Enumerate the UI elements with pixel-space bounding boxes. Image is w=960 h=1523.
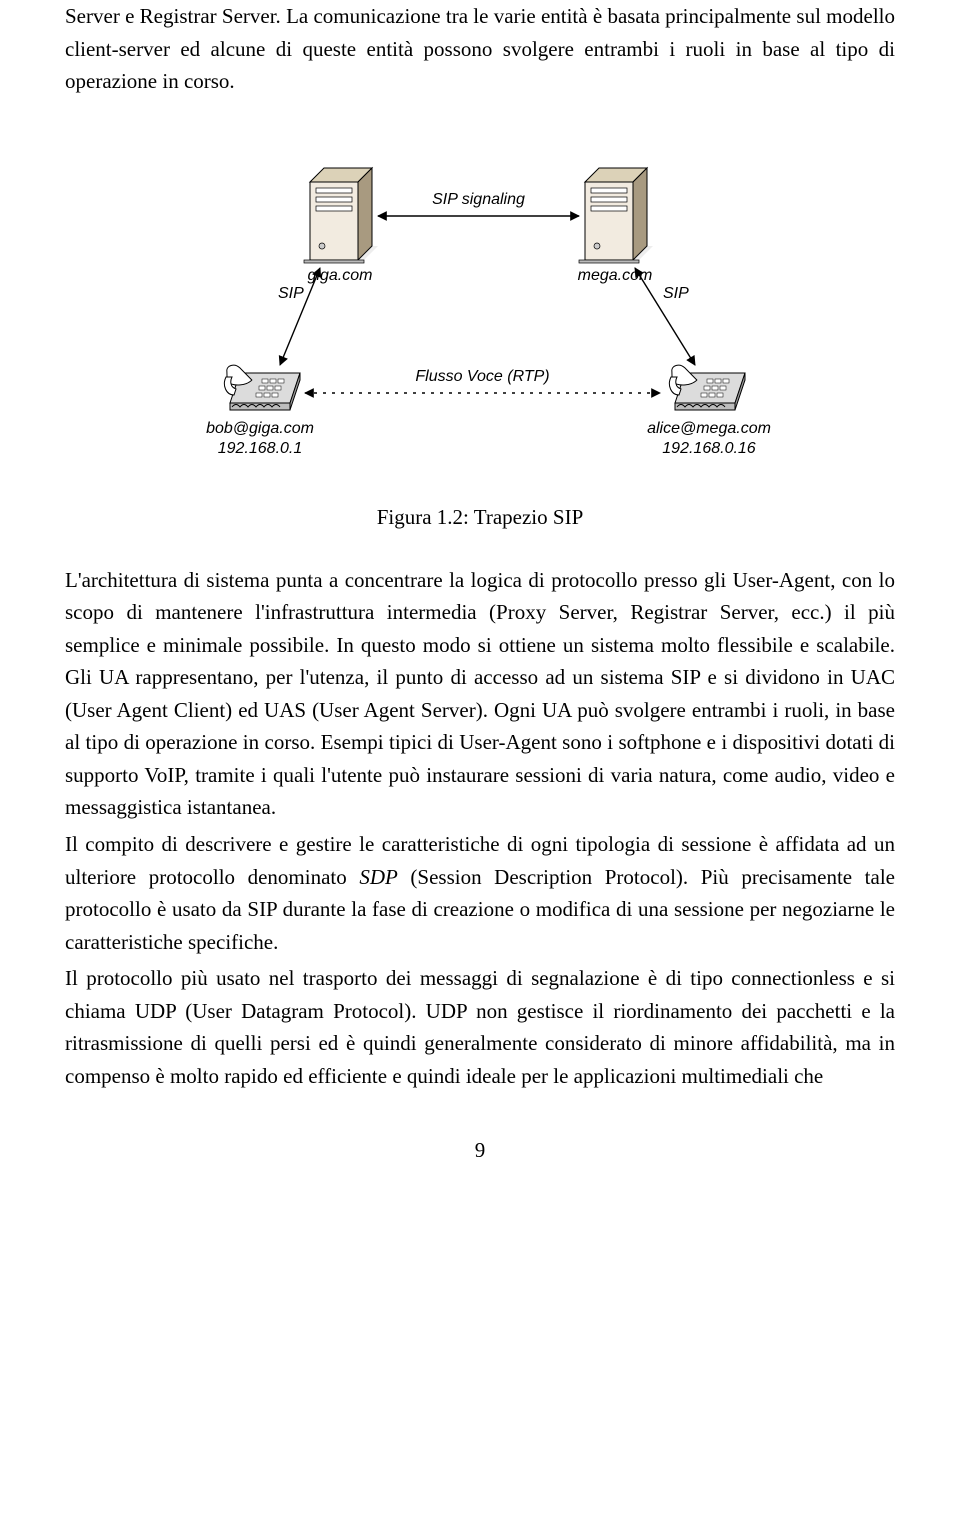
svg-text:Flusso Voce (RTP): Flusso Voce (RTP): [415, 368, 549, 385]
svg-text:SIP signaling: SIP signaling: [432, 191, 525, 208]
svg-text:192.168.0.16: 192.168.0.16: [662, 440, 756, 457]
svg-text:mega.com: mega.com: [578, 267, 653, 284]
emphasis-sdp: SDP: [359, 865, 398, 889]
paragraph-body-3: Il protocollo più usato nel trasporto de…: [65, 962, 895, 1092]
paragraph-body-2: Il compito di descrivere e gestire le ca…: [65, 828, 895, 958]
svg-text:192.168.0.1: 192.168.0.1: [218, 440, 303, 457]
page: Server e Registrar Server. La comunicazi…: [0, 0, 960, 1213]
svg-text:alice@mega.com: alice@mega.com: [647, 420, 771, 437]
svg-text:SIP: SIP: [278, 285, 304, 302]
svg-text:bob@giga.com: bob@giga.com: [206, 420, 314, 437]
paragraph-intro: Server e Registrar Server. La comunicazi…: [65, 0, 895, 98]
figure-sip-trapezoid: SIP signalinggiga.commega.comSIPSIPFluss…: [65, 128, 895, 530]
sip-diagram-svg: SIP signalinggiga.commega.comSIPSIPFluss…: [160, 128, 800, 483]
figure-caption: Figura 1.2: Trapezio SIP: [65, 505, 895, 530]
paragraph-body-1: L'architettura di sistema punta a concen…: [65, 564, 895, 824]
svg-text:SIP: SIP: [663, 285, 689, 302]
page-number: 9: [65, 1138, 895, 1163]
